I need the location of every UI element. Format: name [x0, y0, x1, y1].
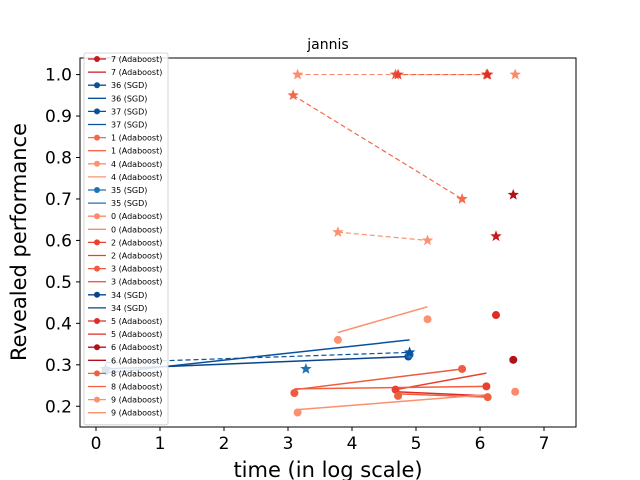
- y-tick-label: 0.5: [45, 273, 72, 293]
- legend-label: 7 (Adaboost): [111, 68, 162, 77]
- data-point: [492, 311, 500, 320]
- series-dashed-line: [337, 231, 428, 242]
- star-point: [291, 68, 304, 80]
- legend-label: 36 (SGD): [111, 81, 147, 90]
- series-dashed-line: [292, 94, 463, 200]
- chart-title: jannis: [306, 37, 348, 53]
- star-point: [287, 89, 299, 101]
- legend-swatch-marker: [94, 187, 100, 193]
- legend: 7 (Adaboost) 7 (Adaboost) 36 (SGD) 36 (SGD)…: [83, 52, 169, 426]
- legend-label: 6 (Adaboost): [111, 343, 162, 352]
- legend-swatch-marker: [94, 291, 100, 298]
- y-tick-label: 0.4: [45, 314, 72, 334]
- y-axis: 0.2 0.3 0.4 0.5 0.6 0.7 0.8 0.9 1.0: [45, 66, 80, 417]
- legend-swatch-marker: [94, 396, 100, 403]
- axes-frame: [79, 57, 577, 428]
- series-line: [297, 393, 488, 411]
- x-tick-label: 0: [91, 434, 102, 454]
- data-point: [394, 391, 403, 400]
- star-point: [392, 68, 404, 80]
- legend-label: 34 (SGD): [111, 291, 147, 300]
- legend-swatch-marker: [94, 56, 100, 62]
- legend-swatch-marker: [94, 370, 100, 377]
- legend-label: 1 (Adaboost): [111, 134, 162, 143]
- legend-swatch-marker: [94, 160, 100, 167]
- series-line: [294, 368, 463, 391]
- legend-label: 3 (Adaboost): [111, 278, 162, 287]
- star-point: [481, 68, 494, 80]
- legend-swatch-marker: [94, 318, 100, 324]
- legend-label: 6 (Adaboost): [111, 356, 162, 365]
- y-tick-label: 0.6: [45, 231, 72, 251]
- data-point: [290, 389, 299, 398]
- legend-label: 4 (Adaboost): [111, 173, 162, 182]
- legend-label: 4 (Adaboost): [111, 160, 162, 169]
- x-axis: 0 1 2 3 4 5 6 7: [91, 427, 550, 454]
- legend-swatch-marker: [94, 108, 100, 115]
- x-tick-label: 7: [539, 434, 550, 454]
- legend-label: 8 (Adaboost): [111, 383, 162, 392]
- legend-label: 8 (Adaboost): [111, 369, 162, 378]
- data-point: [511, 387, 520, 396]
- star-point: [421, 234, 434, 246]
- legend-label: 0 (Adaboost): [111, 225, 162, 234]
- legend-label: 0 (Adaboost): [111, 212, 162, 221]
- star-point: [300, 362, 312, 374]
- data-point: [458, 364, 467, 373]
- y-axis-label: Revealed performance: [7, 123, 31, 361]
- x-tick-label: 5: [411, 434, 422, 454]
- data-point: [293, 408, 302, 417]
- x-axis-label: time (in log scale): [233, 458, 422, 480]
- data-point: [423, 315, 432, 324]
- star-point: [456, 192, 468, 204]
- star-point: [507, 188, 519, 200]
- legend-swatch-marker: [94, 82, 100, 89]
- legend-swatch-marker: [94, 213, 100, 220]
- data-point: [391, 385, 400, 394]
- y-tick-label: 0.2: [45, 397, 72, 417]
- legend-swatch-marker: [94, 344, 100, 351]
- x-tick-label: 2: [219, 434, 230, 454]
- legend-label: 9 (Adaboost): [111, 396, 162, 405]
- star-point: [403, 346, 416, 358]
- legend-label: 5 (Adaboost): [111, 330, 162, 339]
- legend-label: 2 (Adaboost): [111, 252, 162, 261]
- data-point: [333, 335, 342, 344]
- data-point: [509, 355, 518, 364]
- y-tick-label: 0.7: [45, 190, 72, 210]
- legend-label: 2 (Adaboost): [111, 238, 162, 247]
- series-line: [398, 393, 488, 398]
- legend-label: 34 (SGD): [111, 304, 147, 313]
- legend-swatch-marker: [94, 239, 100, 246]
- legend-label: 37 (SGD): [111, 107, 147, 116]
- star-point: [509, 68, 521, 80]
- x-tick-label: 6: [475, 434, 486, 454]
- x-tick-label: 3: [283, 434, 294, 454]
- legend-swatch-marker: [94, 265, 100, 272]
- x-tick-label: 4: [347, 434, 358, 454]
- legend-label: 36 (SGD): [111, 94, 147, 103]
- x-tick-label: 1: [155, 434, 166, 454]
- star-point: [332, 226, 344, 237]
- legend-label: 3 (Adaboost): [111, 265, 162, 274]
- legend-label: 5 (Adaboost): [111, 317, 162, 326]
- legend-label: 7 (Adaboost): [111, 55, 162, 64]
- legend-label: 35 (SGD): [111, 199, 147, 208]
- data-point: [482, 382, 491, 391]
- y-tick-label: 0.8: [45, 149, 72, 169]
- y-tick-label: 0.3: [45, 356, 72, 376]
- data-point: [483, 393, 492, 402]
- legend-label: 35 (SGD): [111, 186, 147, 195]
- legend-box: [83, 52, 169, 426]
- y-tick-label: 1.0: [45, 66, 72, 86]
- legend-label: 1 (Adaboost): [111, 147, 162, 156]
- legend-swatch-marker: [94, 134, 100, 141]
- series-line: [337, 306, 428, 334]
- legend-label: 9 (Adaboost): [111, 409, 162, 418]
- star-point: [490, 230, 502, 242]
- y-tick-label: 0.9: [45, 107, 72, 127]
- series-line: [294, 385, 487, 390]
- legend-label: 37 (SGD): [111, 121, 147, 130]
